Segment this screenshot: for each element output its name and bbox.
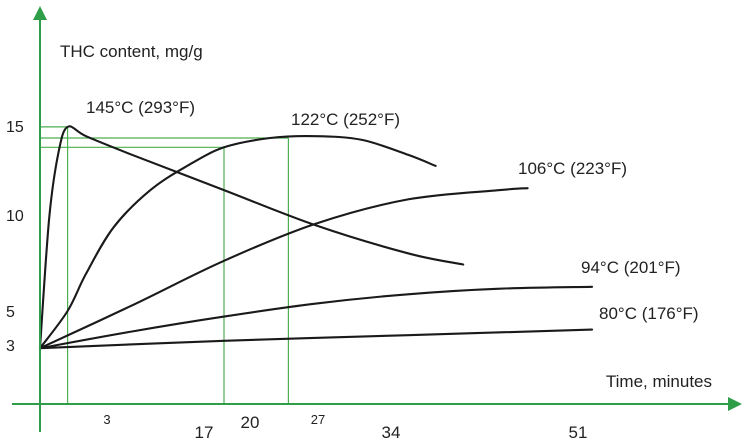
series-label-3: 106°C (223°F) (518, 159, 627, 178)
series-line-5 (38, 328, 594, 350)
x-tick-label-34: 34 (382, 423, 401, 440)
x-tick-label-20: 20 (241, 413, 260, 432)
y-axis-label: THC content, mg/g (60, 42, 203, 61)
x-tick-label-27: 27 (311, 412, 325, 427)
series-line-3 (38, 187, 529, 350)
series-label-2: 122°C (252°F) (291, 110, 400, 129)
series-labels: 145°C (293°F) 122°C (252°F) 106°C (223°F) 9… (86, 98, 699, 323)
x-axis-label: Time, minutes (606, 372, 712, 391)
series-line-2 (38, 135, 437, 350)
guide-lines (40, 126, 289, 404)
tick-labels: 3 5 10 15 3 27 17 20 34 51 (6, 119, 587, 440)
y-tick-label-10: 10 (6, 208, 24, 225)
series-label-4: 94°C (201°F) (581, 258, 681, 277)
series-line-4 (38, 285, 594, 350)
series-curves (38, 125, 594, 350)
series-label-1: 145°C (293°F) (86, 98, 195, 117)
y-tick-label-3: 3 (6, 338, 15, 355)
x-tick-label-3: 3 (103, 412, 110, 427)
series-line-1 (38, 125, 465, 350)
y-tick-label-15: 15 (6, 119, 24, 136)
series-label-5: 80°C (176°F) (599, 304, 699, 323)
y-tick-label-5: 5 (6, 304, 15, 321)
x-tick-label-51: 51 (569, 423, 588, 440)
x-tick-label-17: 17 (195, 423, 214, 440)
